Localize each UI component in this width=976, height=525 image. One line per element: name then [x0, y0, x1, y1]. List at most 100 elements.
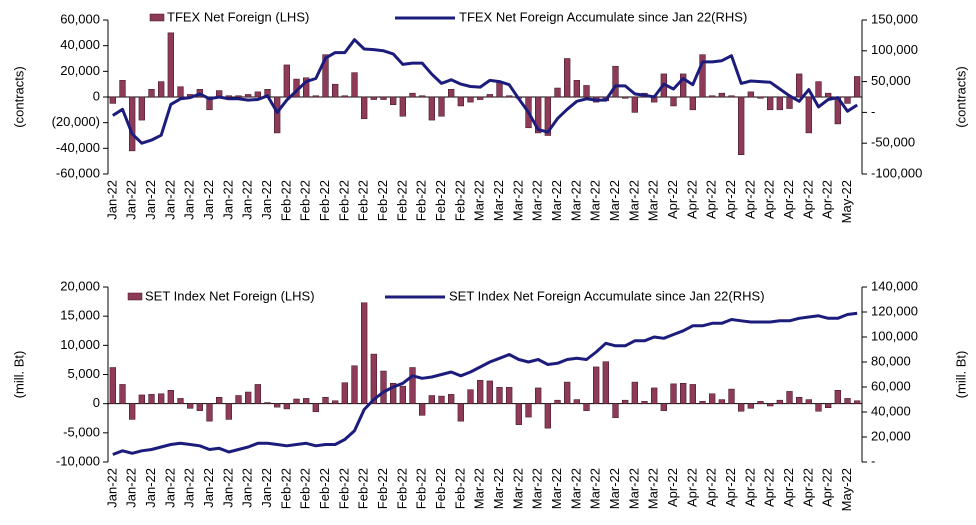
x-tick-label: Mar-22 — [472, 180, 487, 221]
bar — [448, 89, 455, 98]
y-axis-label: (contracts) — [11, 66, 26, 127]
bar — [496, 387, 503, 404]
bar — [148, 89, 155, 98]
bar — [467, 96, 474, 103]
bar — [206, 403, 213, 422]
y2-tick-label: 120,000 — [871, 303, 918, 318]
bar — [341, 95, 348, 98]
bar — [235, 395, 242, 404]
bar — [747, 403, 754, 409]
y2-tick-label: 60,000 — [871, 378, 911, 393]
bar — [235, 95, 242, 98]
bar — [419, 403, 426, 416]
y2-tick-label: - — [871, 104, 875, 119]
bar — [805, 399, 812, 404]
x-tick-label: Jan-22 — [201, 468, 216, 508]
bar — [361, 302, 368, 404]
bar — [341, 382, 348, 404]
bar — [438, 96, 445, 117]
x-tick-label: Apr-22 — [723, 468, 738, 507]
x-tick-label: Jan-22 — [240, 180, 255, 220]
bar — [138, 96, 145, 121]
bar — [225, 95, 232, 98]
x-tick-label: Mar-22 — [491, 180, 506, 221]
x-tick-label: Apr-22 — [781, 180, 796, 219]
x-tick-label: Feb-22 — [414, 468, 429, 509]
bar — [844, 96, 851, 104]
bar — [786, 391, 793, 404]
bar — [786, 96, 793, 109]
bar — [699, 401, 706, 404]
bar — [109, 96, 116, 104]
bar — [148, 394, 155, 404]
bar — [129, 403, 136, 420]
x-tick-label: Jan-22 — [220, 468, 235, 508]
bar — [631, 96, 638, 113]
y2-tick-label: 140,000 — [871, 278, 918, 293]
bar — [796, 397, 803, 404]
bar — [583, 403, 590, 411]
bar — [496, 81, 503, 98]
x-tick-label: Apr-22 — [781, 468, 796, 507]
bar — [254, 384, 261, 404]
x-tick-label: Feb-22 — [278, 180, 293, 221]
bar — [322, 397, 329, 404]
bar — [834, 390, 841, 404]
y-tick-label: -60,000 — [56, 165, 100, 180]
bar — [283, 64, 290, 98]
legend-label: SET Index Net Foreign Accumulate since J… — [449, 288, 765, 303]
bar — [477, 96, 484, 100]
bar — [728, 95, 735, 98]
bar — [477, 380, 484, 404]
bar — [467, 389, 474, 404]
x-tick-label: Mar-22 — [568, 468, 583, 509]
legend-label: SET Index Net Foreign (LHS) — [145, 288, 315, 303]
x-tick-label: Apr-22 — [684, 468, 699, 507]
y2-tick-label: -100,000 — [871, 165, 922, 180]
x-tick-label: Jan-22 — [104, 180, 119, 220]
x-tick-label: Apr-22 — [820, 180, 835, 219]
bar — [728, 388, 735, 404]
x-tick-label: Feb-22 — [336, 180, 351, 221]
line — [111, 38, 859, 145]
bar — [506, 95, 513, 98]
bar — [409, 92, 416, 98]
x-tick-label: Jan-22 — [104, 468, 119, 508]
bar — [825, 92, 832, 98]
legend-label: TFEX Net Foreign (LHS) — [167, 9, 309, 24]
y-tick-label: 0 — [93, 395, 100, 410]
x-tick-label: Mar-22 — [530, 180, 545, 221]
x-tick-label: Apr-22 — [704, 180, 719, 219]
bar — [612, 403, 619, 418]
x-tick-label: Jan-22 — [182, 180, 197, 220]
bar — [554, 87, 561, 98]
bar — [815, 403, 822, 412]
bar — [767, 96, 774, 111]
x-tick-label: Jan-22 — [124, 468, 139, 508]
bar — [351, 72, 358, 98]
y2-tick-label: 40,000 — [871, 403, 911, 418]
bar — [177, 86, 184, 98]
x-tick-label: Jan-22 — [240, 468, 255, 508]
y-tick-label: (20,000) — [52, 114, 100, 129]
bar — [380, 370, 387, 404]
x-tick-label: Mar-22 — [626, 468, 641, 509]
bar — [602, 361, 609, 404]
bar — [844, 398, 851, 404]
x-tick-label: Apr-22 — [684, 180, 699, 219]
bar — [177, 398, 184, 404]
bar — [564, 381, 571, 404]
bar — [776, 399, 783, 404]
bar — [293, 398, 300, 404]
bar — [438, 395, 445, 404]
y-tick-label: 15,000 — [60, 308, 100, 323]
bar — [399, 385, 406, 404]
x-tick-label: Apr-22 — [762, 468, 777, 507]
y2-tick-label: 20,000 — [871, 428, 911, 443]
y-axis-label: (mill. Bt) — [11, 351, 26, 399]
x-tick-label: Jan-22 — [162, 468, 177, 508]
bar — [457, 403, 464, 422]
y-tick-label: 20,000 — [60, 63, 100, 78]
x-tick-label: Feb-22 — [375, 180, 390, 221]
x-tick-label: Mar-22 — [510, 468, 525, 509]
